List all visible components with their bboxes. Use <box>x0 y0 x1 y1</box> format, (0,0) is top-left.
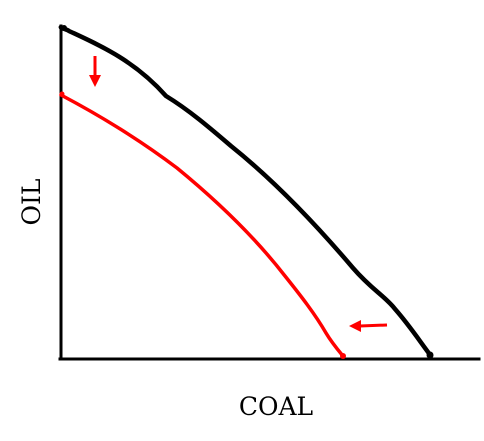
original-frontier-y-intercept <box>61 25 67 31</box>
y-axis-label: OIL <box>17 179 46 226</box>
original-frontier-curve <box>58 24 434 359</box>
shifted-frontier-y-intercept <box>59 91 65 97</box>
original-frontier-x-intercept <box>426 351 434 359</box>
shifted-frontier-x-intercept <box>340 353 346 359</box>
downward-shift-arrow <box>89 56 101 87</box>
x-axis-label: COAL <box>239 392 313 421</box>
leftward-shift-arrow <box>349 320 388 332</box>
shifted-frontier-curve <box>59 93 345 358</box>
